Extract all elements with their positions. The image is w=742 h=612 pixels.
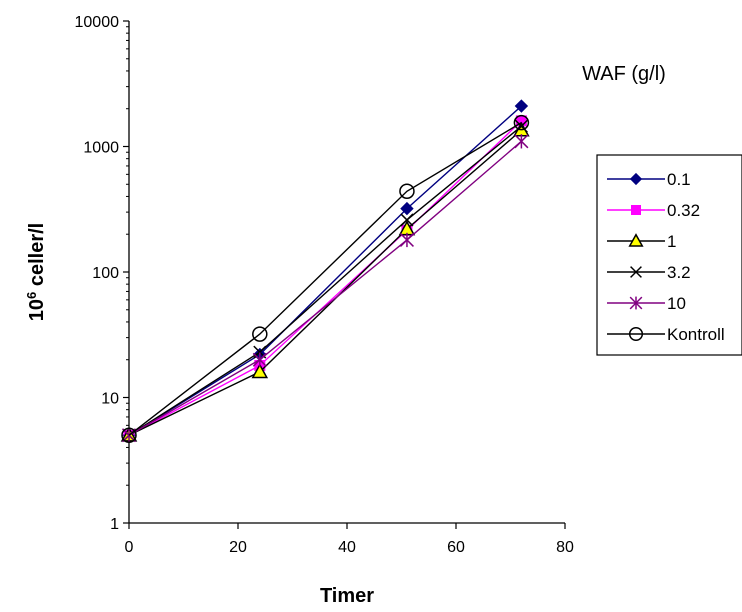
data-point: [514, 119, 528, 133]
x-axis-title: Timer: [320, 585, 374, 607]
legend-item: 10: [607, 294, 686, 313]
data-point: [399, 232, 414, 248]
x-tick-label: 80: [556, 539, 574, 556]
legend-box: [596, 154, 742, 356]
legend-label: 3.2: [667, 263, 691, 282]
y-tick-label: 10000: [75, 14, 120, 31]
data-point: [121, 427, 137, 444]
series-line: [128, 125, 522, 436]
x-tick-label: 0: [125, 539, 134, 556]
y-axis: 1 10 100 1000 10000: [75, 14, 130, 533]
y-axis-title: 106 celler/l: [24, 223, 49, 321]
x-axis: 0 20 40 60 80: [125, 522, 574, 556]
y-tick-label: 1000: [83, 140, 119, 157]
data-point: [513, 114, 530, 131]
legend-label: 0.32: [667, 201, 700, 220]
legend-item: Kontroll: [607, 325, 725, 344]
legend-marker: [628, 326, 644, 342]
y-tick-label: 100: [92, 265, 119, 282]
legend-item: 0.32: [607, 201, 700, 220]
data-point: [514, 134, 529, 149]
legend-marker: [631, 205, 641, 215]
data-point: [514, 99, 529, 113]
series-Kontroll: [121, 114, 530, 444]
legend-marker: [630, 266, 642, 278]
y-axis-title-rest: celler/l: [26, 223, 48, 292]
legend: 0.1 0.32 1 3.2 10 Kontroll: [596, 154, 742, 356]
legend-title: WAF (g/l): [582, 63, 666, 85]
legend-label: 0.1: [667, 170, 691, 189]
x-tick-label: 60: [447, 539, 465, 556]
y-axis-title-base: 10: [26, 299, 48, 321]
y-tick-label: 1: [110, 516, 119, 533]
x-tick-label: 40: [338, 539, 356, 556]
data-point: [252, 326, 268, 342]
x-tick-label: 20: [229, 539, 247, 556]
legend-item: 3.2: [607, 263, 691, 282]
data-point: [252, 352, 267, 367]
data-point: [400, 201, 414, 216]
legend-label: 10: [667, 294, 686, 313]
legend-item: 0.1: [607, 170, 691, 189]
series-10: [121, 134, 529, 443]
y-axis-title-exponent: 6: [24, 292, 39, 299]
data-point: [399, 183, 415, 199]
data-point: [400, 213, 414, 227]
legend-marker: [629, 296, 643, 310]
data-point: [251, 363, 269, 379]
legend-item: 1: [607, 232, 676, 251]
y-tick-label: 10: [101, 391, 119, 408]
series-layer: [120, 99, 530, 444]
legend-label: 1: [667, 232, 676, 251]
legend-label: Kontroll: [667, 325, 725, 344]
series-line: [128, 122, 522, 436]
series-line: [128, 140, 522, 436]
legend-marker: [629, 172, 643, 186]
series-line: [128, 120, 522, 436]
legend-marker: [628, 233, 644, 247]
